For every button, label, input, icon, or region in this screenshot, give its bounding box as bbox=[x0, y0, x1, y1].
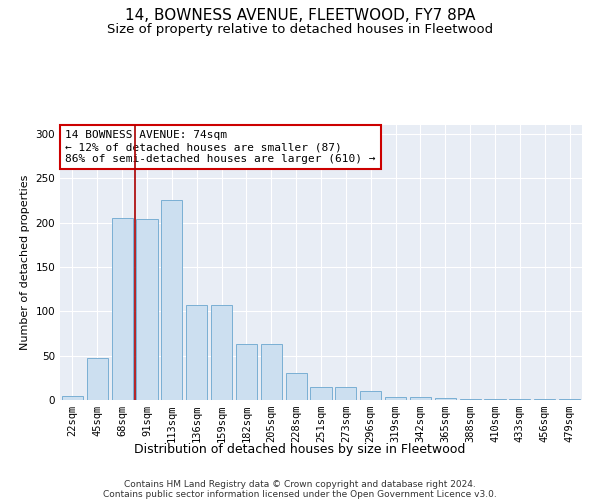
Bar bbox=[286, 374, 307, 400]
Bar bbox=[310, 386, 332, 400]
Bar bbox=[87, 358, 108, 400]
Bar bbox=[410, 398, 431, 400]
Bar bbox=[559, 399, 580, 400]
Bar bbox=[335, 386, 356, 400]
Bar bbox=[236, 344, 257, 400]
Bar bbox=[460, 399, 481, 400]
Bar bbox=[534, 399, 555, 400]
Bar bbox=[385, 398, 406, 400]
Bar bbox=[62, 396, 83, 400]
Bar bbox=[136, 219, 158, 400]
Text: 14 BOWNESS AVENUE: 74sqm
← 12% of detached houses are smaller (87)
86% of semi-d: 14 BOWNESS AVENUE: 74sqm ← 12% of detach… bbox=[65, 130, 376, 164]
Text: Size of property relative to detached houses in Fleetwood: Size of property relative to detached ho… bbox=[107, 22, 493, 36]
Text: 14, BOWNESS AVENUE, FLEETWOOD, FY7 8PA: 14, BOWNESS AVENUE, FLEETWOOD, FY7 8PA bbox=[125, 8, 475, 22]
Bar bbox=[509, 399, 530, 400]
Bar bbox=[484, 399, 506, 400]
Text: Contains HM Land Registry data © Crown copyright and database right 2024.
Contai: Contains HM Land Registry data © Crown c… bbox=[103, 480, 497, 500]
Bar bbox=[161, 200, 182, 400]
Bar bbox=[186, 305, 207, 400]
Bar bbox=[112, 218, 133, 400]
Bar bbox=[261, 344, 282, 400]
Bar bbox=[360, 391, 381, 400]
Y-axis label: Number of detached properties: Number of detached properties bbox=[20, 175, 30, 350]
Text: Distribution of detached houses by size in Fleetwood: Distribution of detached houses by size … bbox=[134, 442, 466, 456]
Bar bbox=[211, 305, 232, 400]
Bar bbox=[435, 398, 456, 400]
